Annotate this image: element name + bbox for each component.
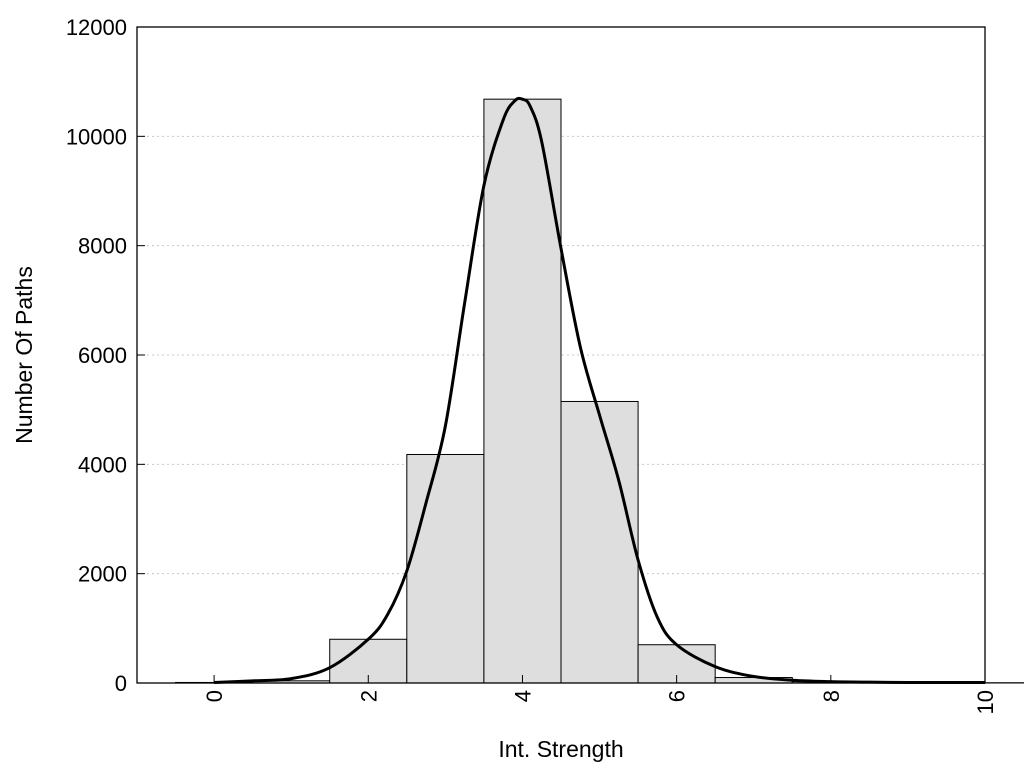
x-axis: 0 2 4 6 8 10 bbox=[202, 675, 998, 714]
x-tick-label: 4 bbox=[510, 690, 535, 702]
x-tick-label: 10 bbox=[973, 690, 998, 714]
grid-lines bbox=[137, 135, 985, 575]
y-tick-label: 0 bbox=[115, 671, 127, 696]
y-tick-label: 10000 bbox=[66, 124, 127, 149]
y-axis-label: Number Of Paths bbox=[11, 266, 37, 444]
y-tick-label: 2000 bbox=[78, 562, 127, 587]
density-curve bbox=[214, 96, 985, 684]
histogram-bars bbox=[175, 98, 1024, 684]
x-axis-label: Int. Strength bbox=[498, 736, 623, 762]
density-curve-layer bbox=[214, 96, 985, 684]
x-tick-label: 6 bbox=[665, 690, 690, 702]
y-tick-label: 12000 bbox=[66, 15, 127, 40]
histogram-bar bbox=[560, 400, 639, 684]
histogram-bar bbox=[406, 453, 485, 684]
x-tick-label: 2 bbox=[356, 690, 381, 702]
x-tick-label: 0 bbox=[202, 690, 227, 702]
y-tick-label: 8000 bbox=[78, 234, 127, 259]
x-tick-label: 8 bbox=[819, 690, 844, 702]
y-tick-label: 4000 bbox=[78, 452, 127, 477]
y-axis: 0 2000 4000 6000 8000 10000 12000 bbox=[66, 15, 145, 696]
y-tick-label: 6000 bbox=[78, 343, 127, 368]
histogram-bar bbox=[483, 98, 562, 684]
